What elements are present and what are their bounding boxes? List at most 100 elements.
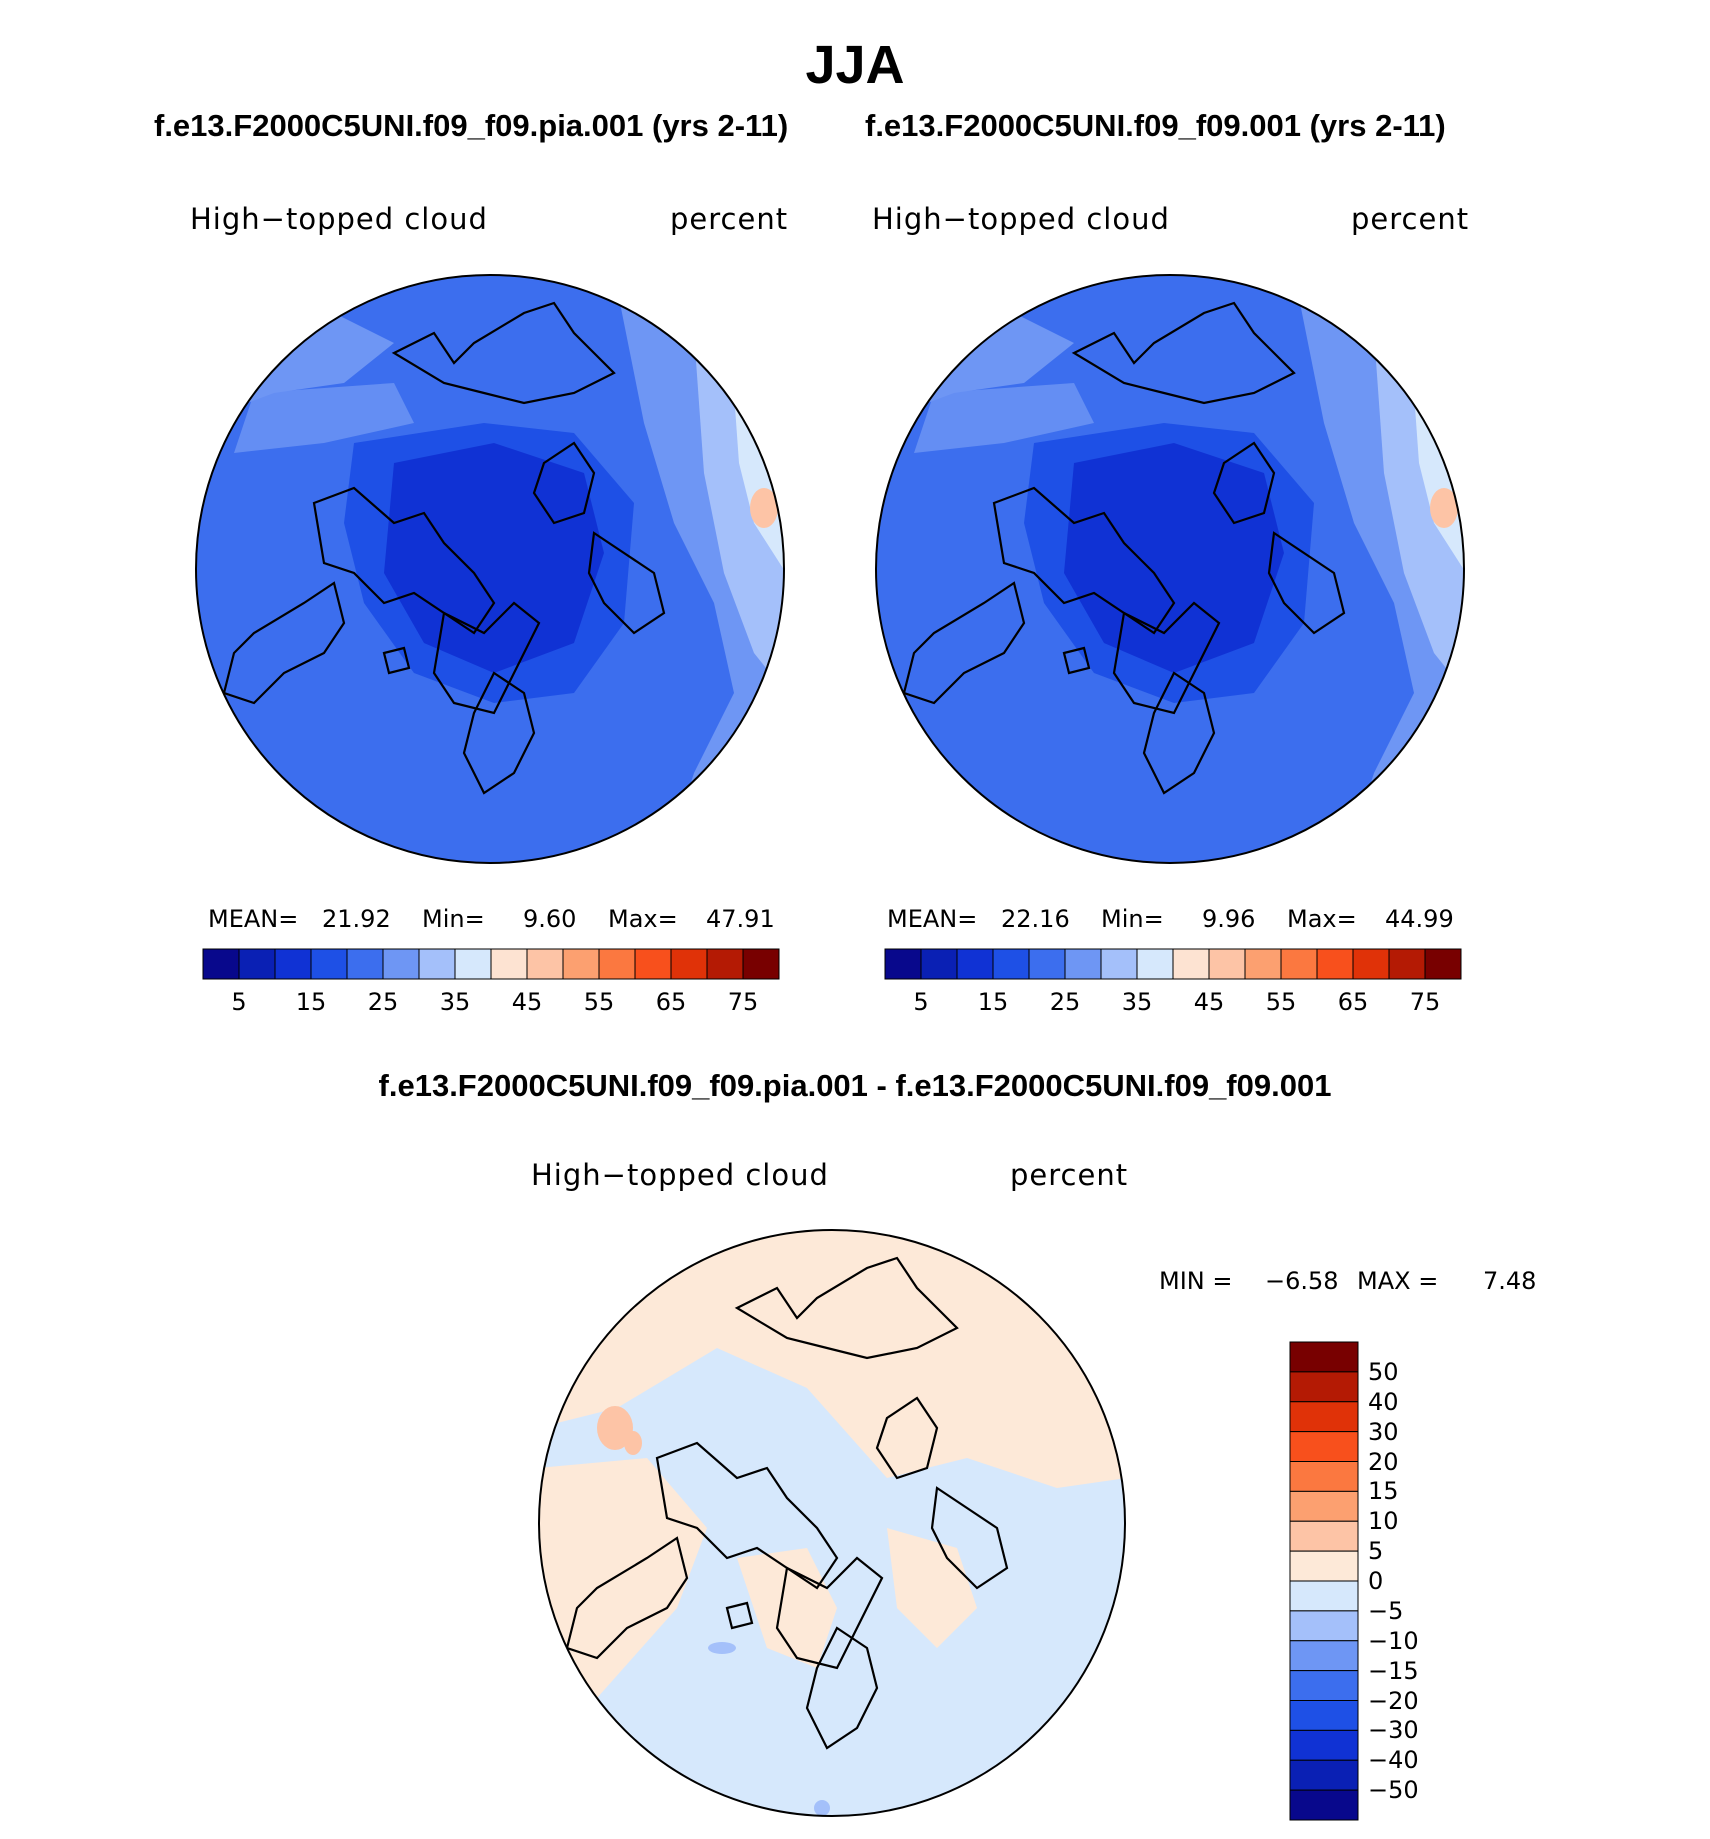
coastline	[1112, 601, 1221, 715]
colorbar-tick-label: 45	[511, 988, 543, 1016]
colorbar-tick-label: −30	[1368, 1716, 1419, 1745]
colorbar-swatch	[1289, 1341, 1359, 1373]
coastline	[875, 1396, 939, 1480]
colorbar-tick-label: 20	[1368, 1447, 1399, 1476]
colorbar-swatch	[992, 948, 1030, 980]
colorbar-swatch	[310, 948, 348, 980]
colorbar-tick-label: 0	[1368, 1567, 1384, 1595]
colorbar-swatch	[1244, 948, 1282, 980]
colorbar-tick-label: 50	[1368, 1357, 1399, 1386]
coastline	[902, 581, 1026, 705]
coastline	[312, 486, 496, 635]
colorbar-swatch	[1289, 1640, 1359, 1672]
coastline	[532, 441, 596, 525]
colorbar-tick-label: 75	[727, 988, 759, 1016]
coastline	[992, 486, 1176, 635]
colorbar-swatch	[1289, 1520, 1359, 1552]
panel2-min-label: Min=	[1101, 905, 1164, 933]
panel2-max-label: Max=	[1287, 905, 1357, 933]
colorbar-tick-label: 45	[1193, 988, 1225, 1016]
field-zone-light-blue	[814, 1800, 830, 1816]
panel1-case-title: f.e13.F2000C5UNI.f09_f09.pia.001 (yrs 2-…	[154, 108, 789, 143]
diff-map	[538, 1229, 1126, 1817]
colorbar-tick-label: 75	[1409, 988, 1441, 1016]
colorbar-swatch	[1289, 1550, 1359, 1582]
colorbar-swatch	[598, 948, 636, 980]
colorbar-tick-label: 25	[367, 988, 399, 1016]
coastline	[1267, 531, 1346, 635]
diff-case-title: f.e13.F2000C5UNI.f09_f09.pia.001 - f.e13…	[378, 1068, 1332, 1103]
colorbar-swatch	[1352, 948, 1390, 980]
coastline	[725, 1601, 754, 1630]
diff-max-value: 7.48	[1483, 1267, 1537, 1295]
panel2-mean-value: 22.16	[1001, 905, 1070, 933]
colorbar-tick-label: 35	[1121, 988, 1153, 1016]
coastline	[462, 671, 536, 795]
coastline	[775, 1556, 884, 1670]
coastline	[391, 301, 616, 405]
colorbar-swatch	[742, 948, 780, 980]
coastline	[432, 601, 541, 715]
colorbar-swatch	[1316, 948, 1354, 980]
panel2-max-value: 44.99	[1385, 905, 1454, 933]
colorbar-tick-label: 65	[655, 988, 687, 1016]
panel1-max-label: Max=	[608, 905, 678, 933]
colorbar-swatch	[1289, 1700, 1359, 1731]
coastline	[382, 646, 411, 675]
diff-colorbar	[1289, 1341, 1359, 1821]
colorbar-swatch	[884, 948, 922, 980]
panel1-units-label: percent	[670, 202, 789, 236]
panel2-case-title: f.e13.F2000C5UNI.f09_f09.001 (yrs 2-11)	[865, 108, 1446, 143]
colorbar-swatch	[238, 948, 276, 980]
field-zone-pole	[384, 443, 604, 673]
colorbar-swatch	[670, 948, 708, 980]
coastline	[1062, 646, 1091, 675]
colorbar-swatch	[1424, 948, 1462, 980]
diff-colorbar-ticks: 50 40 30 20 15 10 5 0 −5 −10 −15 −20 −30 −40 −50	[1364, 1342, 1444, 1820]
colorbar-swatch	[274, 948, 312, 980]
panel1-variable-label: High−topped cloud	[190, 202, 488, 236]
colorbar-swatch	[1289, 1610, 1359, 1642]
colorbar-tick-label: 35	[439, 988, 471, 1016]
diff-max-label: MAX =	[1357, 1267, 1439, 1295]
panel2-variable-label: High−topped cloud	[872, 202, 1170, 236]
colorbar-tick-label: 5	[1368, 1537, 1384, 1566]
panel1-mean-label: MEAN=	[208, 905, 299, 933]
panel1-max-value: 47.91	[706, 905, 775, 933]
field-zone-band	[234, 383, 414, 453]
colorbar-swatch	[1100, 948, 1138, 980]
field-zone-band	[914, 383, 1094, 453]
field-zone-corner	[876, 275, 954, 373]
colorbar-swatch	[1289, 1401, 1359, 1433]
colorbar-swatch	[1289, 1371, 1359, 1403]
panel2-colorbar	[884, 948, 1462, 980]
colorbar-swatch	[1289, 1670, 1359, 1701]
colorbar-swatch	[1289, 1580, 1359, 1612]
colorbar-swatch	[562, 948, 600, 980]
coastline	[587, 531, 666, 635]
field-zone-pole	[1064, 443, 1284, 673]
colorbar-tick-label: 15	[295, 988, 327, 1016]
field-zone-positive	[539, 1230, 1125, 1488]
panel1-mean-value: 21.92	[322, 905, 391, 933]
colorbar-swatch	[1289, 1729, 1359, 1761]
panel2-colorbar-ticks: 5 15 25 35 45 55 65 75	[885, 988, 1461, 1018]
coastline	[1212, 441, 1276, 525]
coastline	[565, 1536, 689, 1660]
colorbar-swatch	[1208, 948, 1246, 980]
coastline	[734, 1256, 959, 1360]
diff-min-label: MIN =	[1159, 1267, 1233, 1295]
colorbar-swatch	[1064, 948, 1102, 980]
colorbar-tick-label: −20	[1368, 1686, 1419, 1715]
colorbar-tick-label: 55	[1265, 988, 1297, 1016]
colorbar-swatch	[956, 948, 994, 980]
colorbar-swatch	[346, 948, 384, 980]
colorbar-swatch	[1136, 948, 1174, 980]
field-zone-positive-center	[737, 1548, 837, 1668]
coastline	[930, 1486, 1009, 1590]
field-zone-warm	[750, 488, 778, 528]
colorbar-tick-label: −5	[1368, 1596, 1404, 1625]
field-zone-warm	[1430, 488, 1458, 528]
coastline	[1071, 301, 1296, 405]
colorbar-tick-label: −15	[1368, 1656, 1419, 1685]
